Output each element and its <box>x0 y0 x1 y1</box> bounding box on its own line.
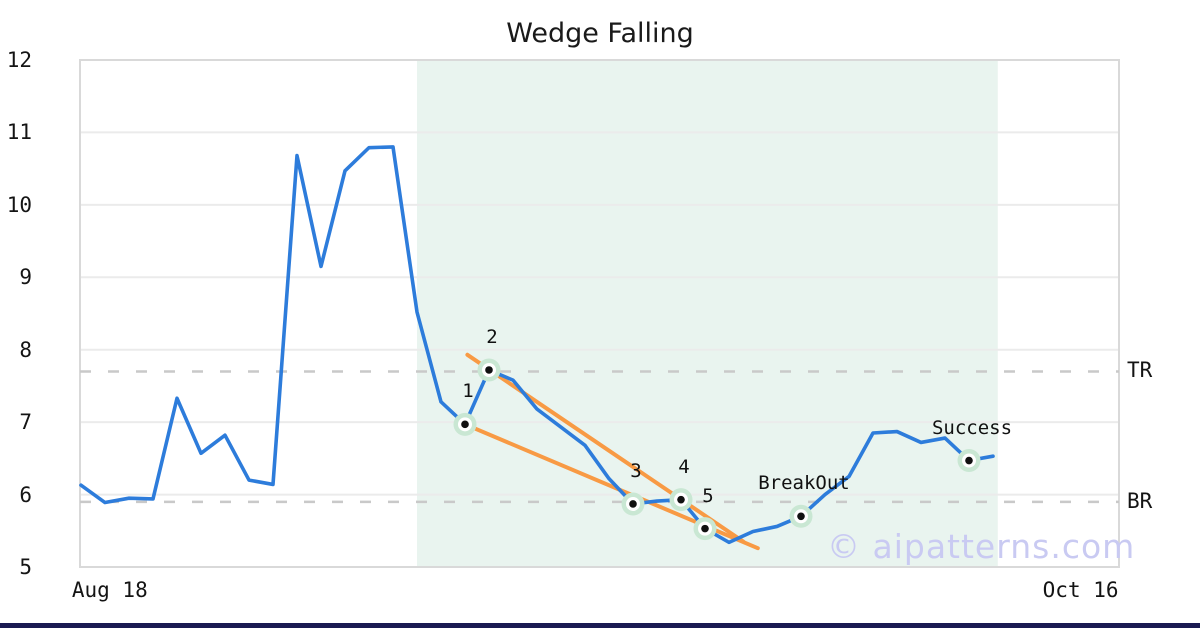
watermark: © aipatterns.com <box>827 527 1136 566</box>
y-axis-tick-label: 5 <box>19 555 32 579</box>
x-axis-tick-label: Aug 18 <box>71 578 148 602</box>
point-dot <box>677 495 685 504</box>
point-annotation: 5 <box>702 484 714 507</box>
chart-title: Wedge Falling <box>506 18 694 49</box>
point-annotation: 3 <box>630 459 642 482</box>
pattern-region <box>417 60 998 567</box>
y-axis-tick-label: 8 <box>19 337 32 362</box>
point-annotation: BreakOut <box>758 472 850 495</box>
point-dot <box>701 524 709 533</box>
point-dot <box>797 512 805 521</box>
plot-border <box>79 59 1120 568</box>
point-annotation: 2 <box>486 325 498 348</box>
point-annotation: 4 <box>678 455 690 478</box>
point-annotation: Success <box>931 416 1013 439</box>
point-dot <box>629 500 637 508</box>
price-line <box>79 145 995 545</box>
y-axis-tick-label: 11 <box>6 120 32 145</box>
footer-bar <box>0 623 1200 628</box>
x-axis-tick-label: Oct 16 <box>1042 578 1119 602</box>
y-axis-tick-label: 10 <box>6 192 32 217</box>
tr-level-label: TR <box>1127 358 1153 383</box>
point-dot <box>461 420 469 429</box>
y-axis-tick-label: 9 <box>19 265 32 290</box>
upper-trendline <box>465 352 746 544</box>
point-dot <box>485 366 493 374</box>
point-dot <box>965 456 973 465</box>
y-axis-tick-label: 6 <box>19 482 32 507</box>
point-annotation: 1 <box>462 380 474 403</box>
br-level-label: BR <box>1127 488 1153 513</box>
y-axis-tick-label: 12 <box>6 48 32 72</box>
y-axis-tick-label: 7 <box>19 410 32 435</box>
